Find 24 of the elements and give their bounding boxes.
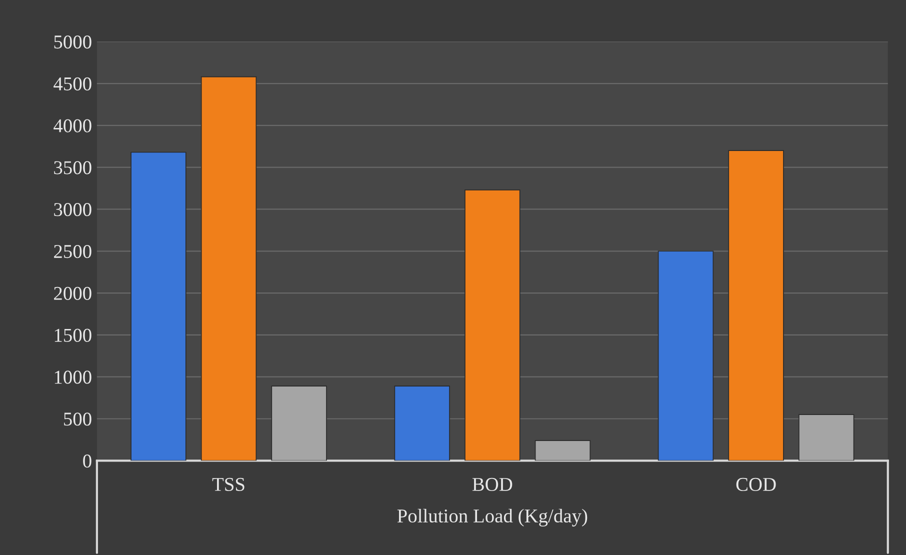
x-axis-title: Pollution Load (Kg/day) [397, 508, 588, 527]
bar [658, 250, 714, 461]
x-tick-label: BOD [472, 478, 512, 491]
bar [464, 190, 520, 461]
y-tick-label: 4000 [54, 119, 92, 132]
bar [200, 76, 257, 461]
bar [130, 152, 186, 461]
y-tick-label: 2500 [54, 244, 92, 258]
bar [798, 414, 854, 461]
y-tick-label: 5000 [54, 35, 92, 49]
y-tick-label: 1500 [54, 328, 92, 342]
x-tick-label: TSS [212, 478, 244, 491]
bar [728, 150, 784, 461]
y-tick-label: 4500 [54, 77, 92, 90]
bar [534, 440, 591, 461]
y-tick-label: 0 [83, 454, 92, 468]
bar [394, 386, 450, 461]
y-tick-label: 3000 [54, 203, 92, 216]
y-tick-label: 3500 [54, 161, 92, 174]
y-tick-label: 1000 [54, 370, 92, 384]
x-tick-label: COD [736, 478, 776, 491]
y-tick-label: 2000 [54, 286, 92, 300]
bar [271, 386, 327, 461]
y-tick-label: 500 [64, 412, 92, 426]
